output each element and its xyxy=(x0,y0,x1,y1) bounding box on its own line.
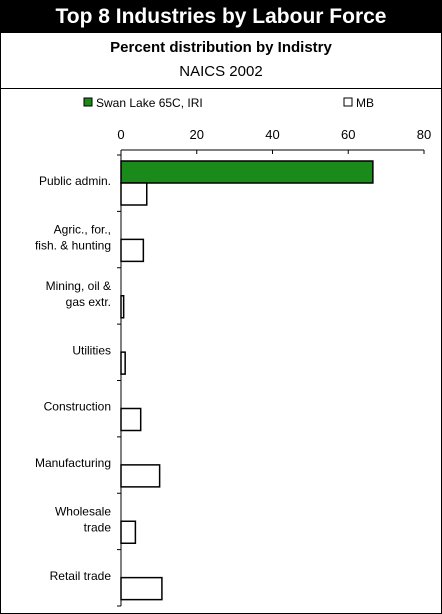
bar-mb xyxy=(120,182,148,206)
chart-subtitle: Percent distribution by Indistry xyxy=(110,39,332,56)
chart-title: Top 8 Industries by Labour Force xyxy=(1,1,441,33)
header-divider xyxy=(1,88,441,89)
x-tick-label: 60 xyxy=(341,127,355,142)
bar-mb xyxy=(120,295,125,319)
category-label: Wholesale xyxy=(55,504,111,518)
category-label: Construction xyxy=(44,400,111,414)
category-label: Public admin. xyxy=(39,174,111,188)
bars xyxy=(120,160,374,601)
legend-label-swan-lake: Swan Lake 65C, IRI xyxy=(96,96,203,110)
bar-mb xyxy=(120,576,163,601)
category-label: gas extr. xyxy=(66,295,111,309)
category-label: trade xyxy=(84,520,112,534)
bar-mb xyxy=(120,520,137,544)
category-label: Mining, oil & xyxy=(46,279,111,293)
category-labels: Public admin. Agric., for., fish. & huntin… xyxy=(35,174,111,583)
x-tick-label: 80 xyxy=(417,127,431,142)
bar-mb xyxy=(120,351,126,375)
x-axis: 0 20 40 60 80 xyxy=(117,127,431,607)
chart-subtitle-naics: NAICS 2002 xyxy=(179,63,263,80)
bar-mb xyxy=(120,464,161,488)
x-tick-label: 40 xyxy=(265,127,279,142)
legend-label-mb: MB xyxy=(356,96,374,110)
category-label: Agric., for., xyxy=(54,223,111,237)
category-label: Manufacturing xyxy=(35,456,111,470)
legend-swatch-mb xyxy=(343,97,353,107)
bar-mb xyxy=(120,407,142,432)
x-tick-label: 20 xyxy=(190,127,204,142)
legend: Swan Lake 65C, IRI MB xyxy=(83,96,374,110)
category-label: Utilities xyxy=(72,343,111,357)
bar-mb xyxy=(120,238,145,263)
x-tick-label: 0 xyxy=(117,127,124,142)
category-label: Retail trade xyxy=(50,569,112,583)
bar-swan-lake xyxy=(120,160,374,184)
legend-swatch-swan-lake xyxy=(83,97,93,107)
category-label: fish. & hunting xyxy=(35,239,111,253)
